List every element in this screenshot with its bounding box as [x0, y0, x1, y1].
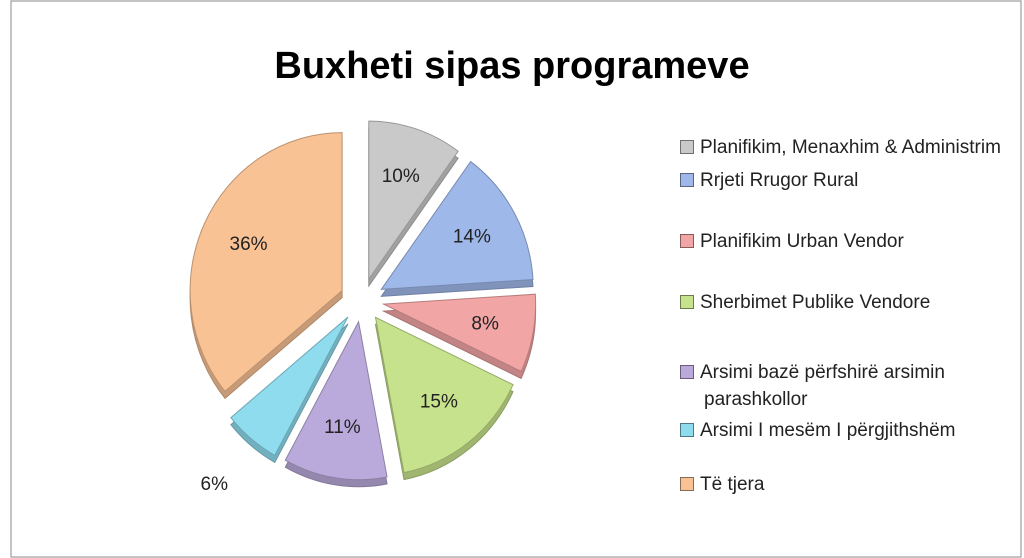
legend-swatch: [680, 140, 694, 154]
legend-item: Arsimi bazë përfshirë arsimin parashkoll…: [680, 359, 1024, 413]
data-label: 15%: [420, 391, 458, 412]
slice: [381, 293, 537, 373]
legend-label: Të tjera: [700, 474, 765, 495]
slice: [380, 160, 534, 290]
slice: [284, 320, 388, 481]
legend-swatch: [680, 295, 694, 309]
legend-swatch: [680, 365, 694, 379]
legend-label: Planifikim Urban Vendor: [700, 231, 904, 252]
slice: [189, 132, 343, 393]
data-label: 36%: [230, 234, 268, 255]
legend-swatch: [680, 423, 694, 437]
legend-item: Planifikim Urban Vendor: [680, 228, 1024, 255]
slice: [230, 316, 349, 457]
slice: [368, 120, 459, 281]
slice: [374, 316, 514, 474]
legend-item: Planifikim, Menaxhim & Administrim: [680, 134, 1024, 161]
legend-item: Sherbimet Publike Vendore: [680, 289, 1024, 316]
legend-swatch: [680, 477, 694, 491]
legend-label: Rrjeti Rrugor Rural: [700, 170, 859, 191]
legend-label: Arsimi I mesëm I përgjithshëm: [700, 420, 956, 441]
legend-item: Rrjeti Rrugor Rural: [680, 167, 1024, 194]
legend-label: Planifikim, Menaxhim & Administrim: [700, 137, 1001, 158]
legend-item: Të tjera: [680, 471, 1024, 498]
data-label: 11%: [324, 417, 361, 438]
legend-swatch: [680, 234, 694, 248]
legend-label: Arsimi bazë përfshirë arsimin parashkoll…: [700, 362, 945, 410]
data-label: 6%: [201, 474, 229, 495]
chart-border: [10, 0, 1022, 558]
data-label: 10%: [382, 166, 420, 187]
chart-title: Buxheti sipas programeve: [274, 45, 749, 87]
legend-swatch: [680, 173, 694, 187]
data-label: 8%: [471, 313, 499, 334]
data-label: 14%: [453, 227, 491, 248]
legend-item: Arsimi I mesëm I përgjithshëm: [680, 417, 1024, 444]
legend-label: Sherbimet Publike Vendore: [700, 292, 931, 313]
